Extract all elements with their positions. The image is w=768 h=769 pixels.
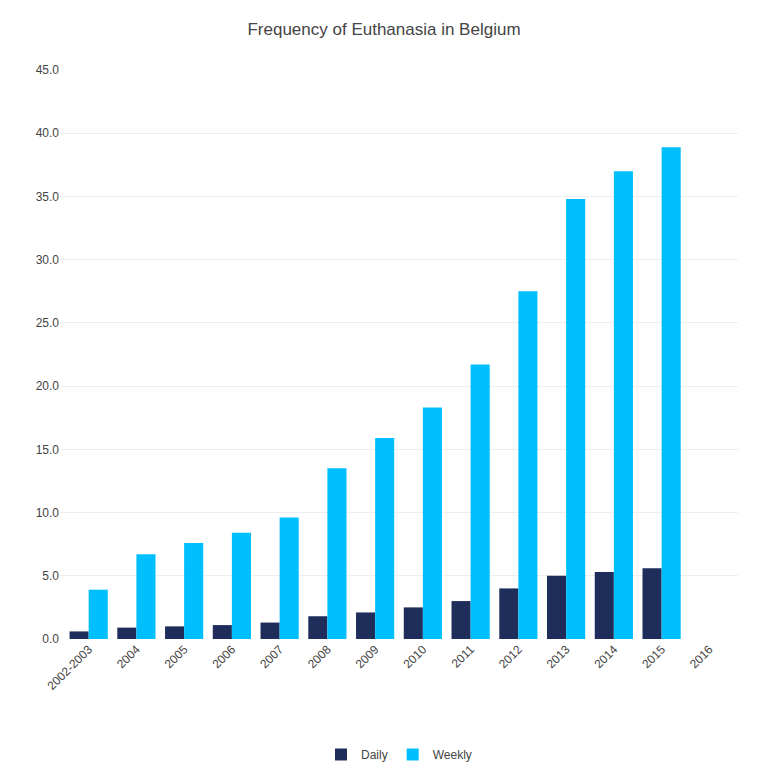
svg-text:2009: 2009 xyxy=(353,642,382,671)
svg-text:5.0: 5.0 xyxy=(42,569,59,583)
svg-text:Weekly: Weekly xyxy=(433,748,472,762)
svg-text:45.0: 45.0 xyxy=(36,63,60,77)
svg-text:2013: 2013 xyxy=(544,642,573,671)
svg-text:10.0: 10.0 xyxy=(36,506,60,520)
svg-text:2002-2003: 2002-2003 xyxy=(45,642,96,693)
svg-text:2012: 2012 xyxy=(496,642,525,671)
svg-text:0.0: 0.0 xyxy=(42,632,59,646)
svg-text:2011: 2011 xyxy=(449,642,477,670)
svg-text:30.0: 30.0 xyxy=(36,253,60,267)
svg-text:2010: 2010 xyxy=(400,642,429,671)
svg-text:2005: 2005 xyxy=(162,642,191,671)
svg-text:2006: 2006 xyxy=(209,642,238,671)
svg-text:2014: 2014 xyxy=(591,642,620,671)
svg-text:2016: 2016 xyxy=(687,642,716,671)
svg-text:2008: 2008 xyxy=(305,642,334,671)
svg-text:15.0: 15.0 xyxy=(36,443,60,457)
svg-text:Frequency of Euthanasia in Bel: Frequency of Euthanasia in Belgium xyxy=(247,20,520,39)
svg-text:35.0: 35.0 xyxy=(36,190,60,204)
svg-text:40.0: 40.0 xyxy=(36,126,60,140)
svg-text:Daily: Daily xyxy=(361,748,388,762)
svg-text:20.0: 20.0 xyxy=(36,379,60,393)
svg-text:25.0: 25.0 xyxy=(36,316,60,330)
svg-text:2004: 2004 xyxy=(114,642,143,671)
svg-text:2007: 2007 xyxy=(257,642,286,671)
svg-text:2015: 2015 xyxy=(639,642,668,671)
